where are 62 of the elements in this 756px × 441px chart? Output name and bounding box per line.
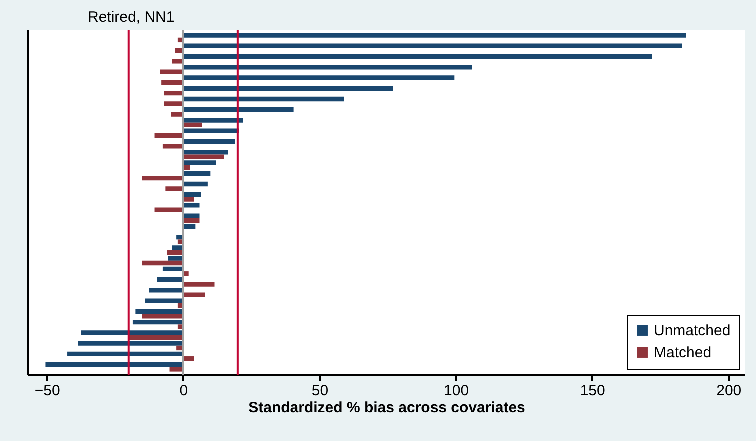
bar xyxy=(81,330,184,336)
bar xyxy=(160,70,184,74)
bar xyxy=(172,59,184,64)
bar xyxy=(183,122,202,128)
bar xyxy=(183,214,200,218)
bar xyxy=(162,80,184,86)
bar xyxy=(142,314,184,319)
bar xyxy=(128,335,184,340)
bar xyxy=(166,186,184,192)
legend-label: Matched xyxy=(654,344,712,362)
x-tick-label: −50 xyxy=(34,382,60,400)
bar xyxy=(183,139,236,144)
bar xyxy=(145,298,184,304)
bar xyxy=(162,266,184,272)
bar xyxy=(183,128,240,134)
x-tick-label: 100 xyxy=(444,382,470,400)
x-tick-label: 50 xyxy=(312,382,329,400)
bar xyxy=(183,218,200,224)
bar xyxy=(183,108,294,112)
bar xyxy=(183,54,652,60)
bar xyxy=(136,309,184,314)
bar xyxy=(142,176,184,181)
bar xyxy=(170,367,184,372)
bar xyxy=(157,277,184,282)
bar xyxy=(142,260,184,266)
bar xyxy=(183,197,194,202)
chart-title: Retired, NN1 xyxy=(88,9,175,26)
bar xyxy=(78,341,184,346)
bar xyxy=(162,144,184,149)
bar xyxy=(183,33,686,38)
x-axis-title: Standardized % bias across covariates xyxy=(248,400,526,416)
x-tick-label: 0 xyxy=(180,382,188,400)
bar xyxy=(167,250,184,255)
x-tick-label: 200 xyxy=(716,382,742,400)
bar xyxy=(183,44,682,48)
bar xyxy=(183,65,472,70)
bar xyxy=(183,150,228,155)
bar xyxy=(171,112,184,117)
bar xyxy=(183,203,200,208)
bar xyxy=(183,154,224,160)
bar xyxy=(183,171,211,176)
bar xyxy=(164,102,184,106)
bar xyxy=(68,352,184,357)
x-tick-label: 150 xyxy=(580,382,606,400)
bar xyxy=(46,362,184,368)
bar xyxy=(168,256,184,261)
bar xyxy=(154,133,184,138)
bar xyxy=(183,282,215,287)
bar xyxy=(183,192,202,198)
bar xyxy=(183,96,344,102)
bar xyxy=(154,208,184,212)
bar xyxy=(149,288,184,293)
legend-label: Unmatched xyxy=(654,322,731,340)
bar xyxy=(183,86,394,91)
bar xyxy=(132,320,184,325)
bar xyxy=(183,76,455,80)
bar xyxy=(164,90,184,96)
bar xyxy=(183,160,216,166)
bar xyxy=(183,182,208,187)
bar xyxy=(183,292,206,298)
bar xyxy=(183,118,244,123)
bar xyxy=(172,246,184,250)
